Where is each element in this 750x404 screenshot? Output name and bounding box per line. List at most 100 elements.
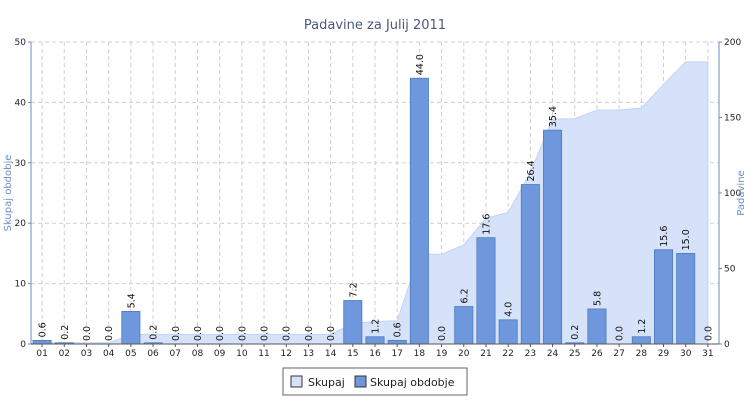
x-tick-label-15: 15	[347, 349, 358, 359]
bar-value-label: 0.0	[82, 326, 93, 341]
x-tick-label-10: 10	[236, 349, 248, 359]
legend-label-skupaj: Skupaj	[308, 376, 345, 389]
bar-value-label: 0.0	[237, 326, 248, 341]
daily-bars: 0.6 0.2 0.0 0.0 5.4 0.2 0.0 0.0 0.0 0.0 0.0 0.0 0.0 0…	[32, 54, 714, 345]
x-tick-label-16: 16	[369, 349, 381, 359]
bar-29	[654, 249, 674, 345]
bar-value-label: 0.0	[104, 326, 115, 341]
x-tick-label-30: 30	[680, 349, 692, 359]
x-tick-label-06: 06	[147, 349, 159, 359]
bar-value-label: 0.2	[60, 325, 71, 340]
bar-value-label: 7.2	[348, 282, 359, 297]
legend-box	[282, 367, 468, 396]
y-tick-left-label: 50	[15, 38, 27, 48]
x-tick-label-22: 22	[502, 349, 513, 359]
x-tick-label-29: 29	[658, 349, 670, 359]
bar-value-label: 0.0	[437, 326, 448, 341]
bar-value-label: 4.0	[504, 302, 515, 317]
y-tick-left-label: 0	[20, 340, 26, 350]
bar-30	[676, 252, 696, 345]
x-tick-label-23: 23	[525, 349, 536, 359]
x-tick-label-21: 21	[480, 349, 491, 359]
bar-value-label: 5.8	[592, 291, 603, 306]
bar-16	[365, 336, 385, 345]
legend-swatch-skupaj	[290, 375, 303, 388]
y-tick-right-label: 50	[724, 265, 736, 275]
bar-value-label: 0.2	[570, 325, 581, 340]
bar-value-label: 0.0	[193, 326, 204, 341]
bar-24	[543, 129, 563, 345]
x-tick-label-07: 07	[170, 349, 181, 359]
axes: 0 10 20 30 40 50 0 50 100 150 200 01 02 03 04 05 06 07 08 0…	[15, 38, 742, 359]
bar-20	[454, 306, 474, 345]
legend: Skupaj Skupaj obdobje	[282, 367, 468, 396]
bar-value-label: 1.2	[637, 319, 648, 334]
y-axis-left-label: Skupaj obdobje	[3, 155, 14, 232]
bar-value-label: 0.6	[393, 322, 404, 337]
x-tick-label-01: 01	[36, 349, 47, 359]
bar-value-label: 0.2	[149, 325, 160, 340]
bar-value-label: 0.6	[38, 322, 49, 337]
bar-value-label: 0.0	[215, 326, 226, 341]
bar-18	[409, 77, 429, 345]
bar-28	[631, 336, 651, 345]
y-tick-left-label: 40	[15, 98, 27, 108]
bar-01	[32, 339, 52, 345]
bar-value-label: 6.2	[459, 288, 470, 303]
bar-value-label: 0.0	[326, 326, 337, 341]
y-tick-left-label: 30	[15, 159, 27, 169]
cumulative-area	[41, 61, 709, 345]
y-tick-right-label: 150	[724, 114, 741, 124]
x-tick-label-11: 11	[258, 349, 269, 359]
y-tick-left-label: 20	[15, 219, 27, 229]
x-tick-label-02: 02	[59, 349, 70, 359]
legend-swatch-skupaj-obdobje	[354, 375, 367, 388]
x-tick-label-19: 19	[436, 349, 448, 359]
y-tick-right-label: 100	[724, 189, 741, 199]
bar-value-label: 0.0	[304, 326, 315, 341]
x-tick-label-12: 12	[280, 349, 291, 359]
bar-17	[387, 339, 407, 345]
x-tick-label-03: 03	[81, 349, 92, 359]
bar-15	[343, 300, 363, 345]
bar-21	[476, 237, 496, 345]
bar-value-label: 0.0	[282, 326, 293, 341]
y-axis-right-label: Padavine	[736, 170, 747, 215]
bar-value-label: 44.0	[415, 54, 426, 75]
legend-label-skupaj-obdobje: Skupaj obdobje	[370, 376, 455, 389]
y-tick-right-label: 200	[724, 38, 741, 48]
bar-22	[498, 319, 518, 345]
x-tick-label-09: 09	[214, 349, 226, 359]
x-tick-label-04: 04	[103, 349, 115, 359]
x-tick-label-08: 08	[192, 349, 204, 359]
bar-23	[520, 184, 540, 345]
x-tick-label-18: 18	[414, 349, 426, 359]
chart-title: Padavine za Julij 2011	[304, 18, 446, 33]
x-tick-label-27: 27	[613, 349, 624, 359]
y-tick-left-label: 10	[15, 280, 27, 290]
x-tick-label-31: 31	[702, 349, 713, 359]
x-tick-label-17: 17	[391, 349, 402, 359]
bar-value-label: 17.6	[481, 214, 492, 235]
bar-value-label: 5.4	[126, 293, 137, 308]
x-tick-label-05: 05	[125, 349, 136, 359]
y-tick-right-label: 0	[724, 340, 730, 350]
bar-value-label: 0.0	[615, 326, 626, 341]
x-tick-label-25: 25	[569, 349, 580, 359]
x-tick-label-28: 28	[636, 349, 648, 359]
bar-value-label: 0.0	[703, 326, 714, 341]
area-skupaj	[41, 61, 709, 345]
x-tick-label-26: 26	[591, 349, 603, 359]
bar-26	[587, 308, 607, 345]
bar-value-label: 26.4	[526, 160, 537, 181]
bar-value-label: 1.2	[371, 319, 382, 334]
bar-value-label: 35.4	[548, 106, 559, 127]
x-tick-label-24: 24	[547, 349, 559, 359]
bar-value-label: 0.0	[260, 326, 271, 341]
x-tick-label-13: 13	[303, 349, 314, 359]
x-tick-label-20: 20	[458, 349, 470, 359]
bar-value-label: 15.6	[659, 226, 670, 247]
bar-value-label: 15.0	[681, 229, 692, 250]
x-tick-label-14: 14	[325, 349, 337, 359]
